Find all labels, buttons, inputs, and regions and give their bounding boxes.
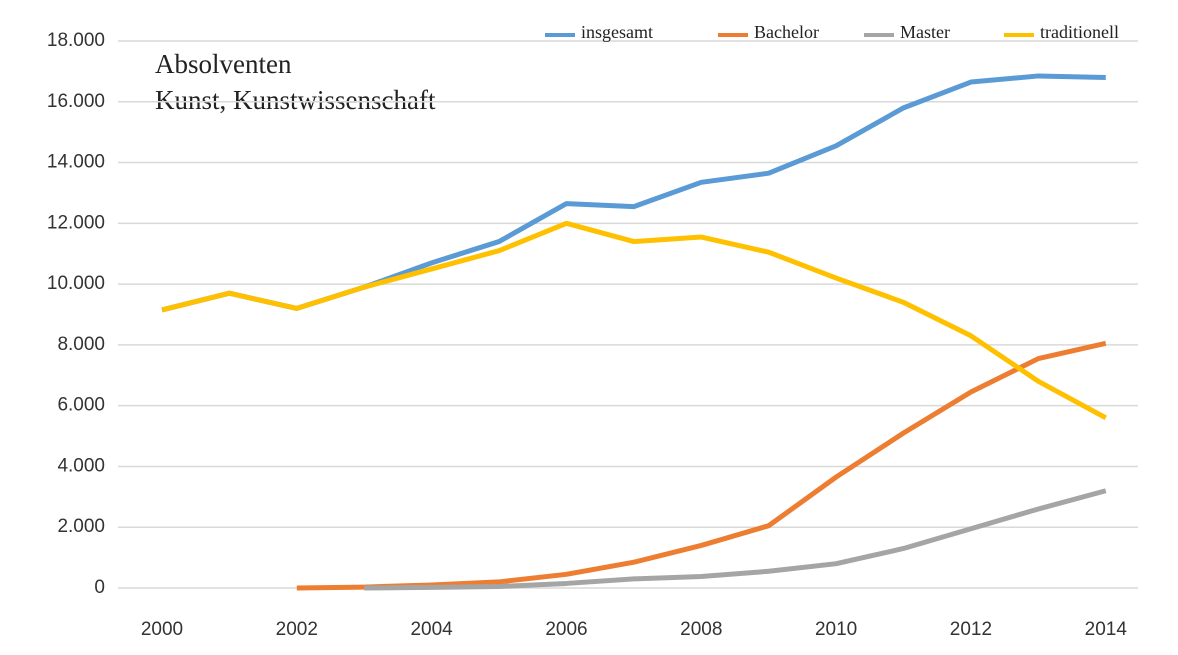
x-tick-label: 2014 <box>1085 619 1128 640</box>
x-tick-label: 2004 <box>410 619 453 640</box>
chart-title: Absolventen <box>155 49 292 79</box>
y-tick-label: 2.000 <box>57 516 105 537</box>
y-tick-label: 6.000 <box>57 395 105 416</box>
y-tick-label: 4.000 <box>57 455 105 476</box>
series-line <box>364 488 1107 591</box>
legend-label: insgesamt <box>581 22 653 42</box>
chart-title: Kunst, Kunstwissenschaft <box>155 85 436 115</box>
y-tick-label: 14.000 <box>47 152 105 173</box>
x-tick-label: 2006 <box>545 619 587 640</box>
y-tick-label: 18.000 <box>47 30 105 51</box>
x-tick-label: 2012 <box>950 619 992 640</box>
legend-label: Bachelor <box>754 22 819 42</box>
y-tick-label: 16.000 <box>47 91 105 112</box>
legend-label: traditionell <box>1040 22 1119 42</box>
x-tick-label: 2010 <box>815 619 857 640</box>
y-tick-label: 8.000 <box>57 334 105 355</box>
x-tick-label: 2000 <box>141 619 183 640</box>
series-line <box>296 340 1107 591</box>
x-tick-label: 2002 <box>276 619 318 640</box>
x-tick-label: 2008 <box>680 619 722 640</box>
series-line <box>161 220 1107 421</box>
legend-label: Master <box>900 22 950 42</box>
y-tick-label: 12.000 <box>47 212 105 233</box>
y-tick-label: 0 <box>94 577 105 598</box>
y-tick-label: 10.000 <box>47 273 105 294</box>
